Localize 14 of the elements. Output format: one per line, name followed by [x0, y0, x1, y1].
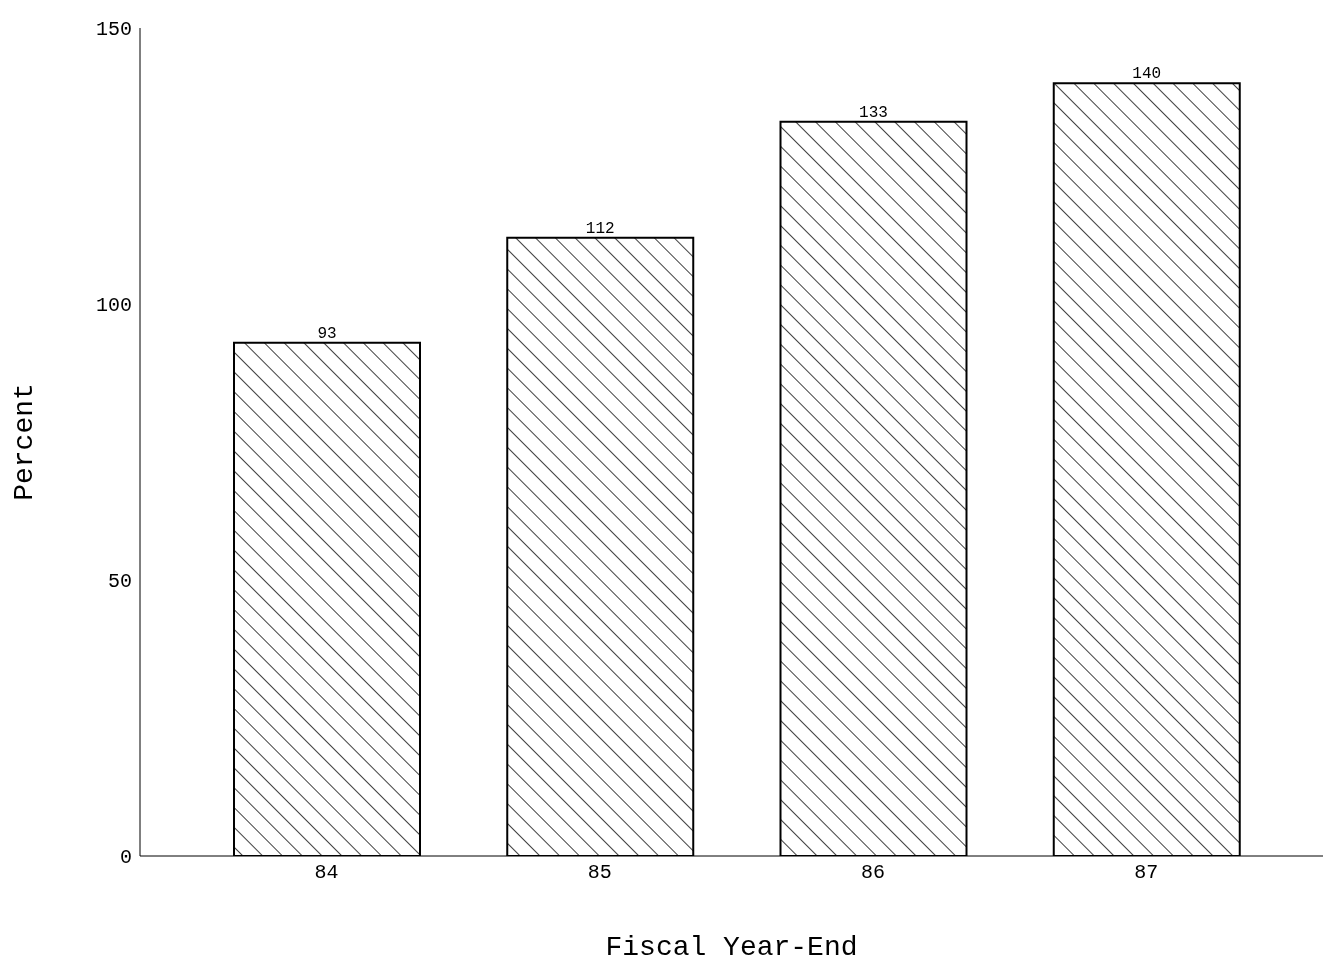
data-label: 140: [1132, 65, 1162, 84]
x-tick-label: 84: [314, 861, 339, 885]
data-label: 93: [317, 324, 337, 343]
y-tick-label: 100: [95, 294, 132, 318]
x-tick-label: 86: [861, 861, 886, 885]
x-tick-label: 85: [587, 861, 612, 885]
data-label: 133: [859, 103, 888, 122]
y-tick-label: 0: [119, 846, 132, 870]
x-tick-label: 87: [1134, 861, 1159, 885]
y-axis-title: Percent: [8, 383, 40, 501]
data-label: 112: [585, 219, 615, 238]
y-tick-label: 50: [107, 570, 132, 594]
y-tick-label: 150: [95, 18, 132, 42]
x-axis-title: Fiscal Year-End: [605, 932, 858, 963]
